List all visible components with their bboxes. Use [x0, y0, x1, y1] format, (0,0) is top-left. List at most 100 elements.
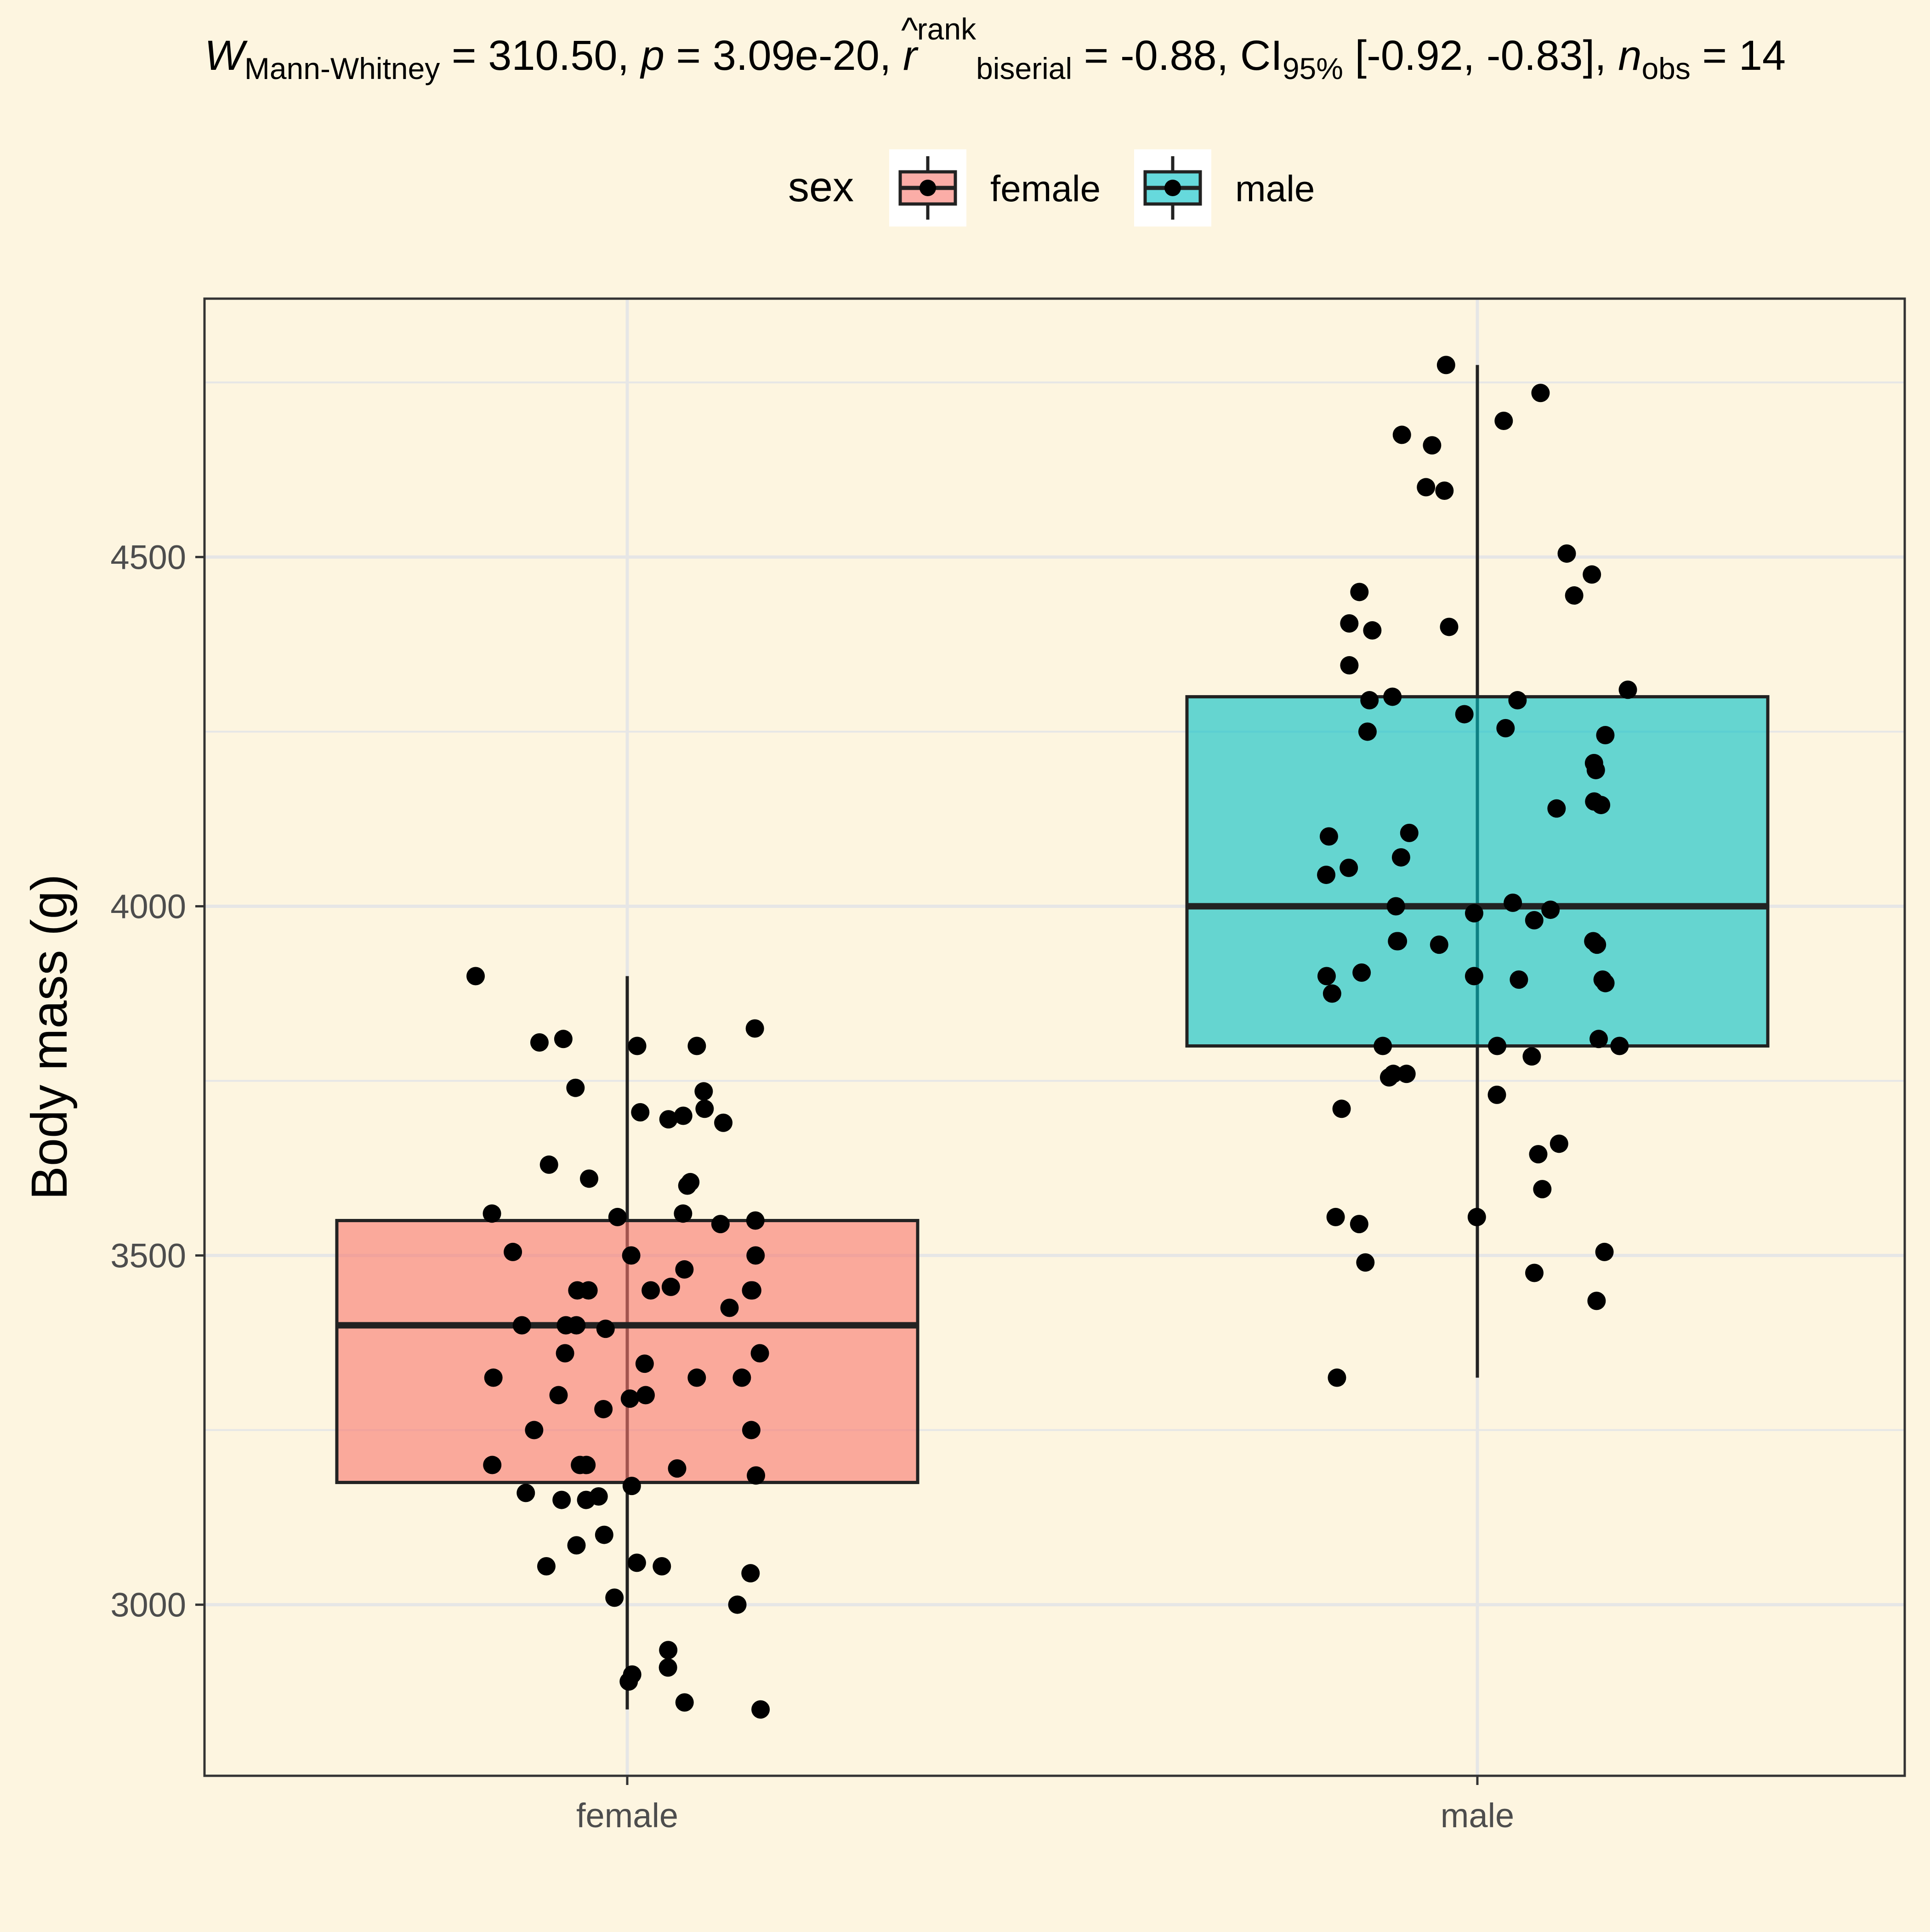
data-point-male: [1435, 482, 1454, 500]
data-point-male: [1352, 963, 1371, 982]
data-point-female: [622, 1246, 641, 1265]
data-point-female: [742, 1281, 761, 1300]
data-point-male: [1317, 866, 1336, 884]
legend-key-male-point: [1164, 180, 1181, 196]
data-point-female: [537, 1557, 556, 1575]
data-point-male: [1340, 656, 1359, 675]
data-point-male: [1440, 618, 1459, 636]
data-point-female: [695, 1099, 714, 1118]
data-point-male: [1525, 911, 1544, 929]
data-point-female: [568, 1281, 587, 1300]
y-tick-label: 3000: [110, 1586, 186, 1624]
data-point-male: [1430, 935, 1448, 954]
data-point-male: [1326, 1207, 1345, 1226]
subtitle-r-value: = -0.88, CI: [1072, 32, 1283, 79]
data-point-female: [628, 1037, 647, 1055]
data-point-male: [1488, 1037, 1507, 1055]
data-point-female: [517, 1484, 535, 1502]
data-point-female: [641, 1281, 660, 1300]
data-point-male: [1595, 1242, 1614, 1261]
data-point-female: [483, 1456, 502, 1474]
data-point-male: [1465, 904, 1483, 923]
data-point-male: [1525, 1263, 1544, 1282]
data-point-male: [1391, 848, 1410, 867]
data-point-female: [554, 1030, 573, 1048]
subtitle-ci-subscript: 95%: [1283, 51, 1343, 85]
data-point-female: [732, 1368, 751, 1387]
data-point-male: [1388, 932, 1407, 951]
data-point-male: [1596, 726, 1615, 745]
data-point-male: [1494, 412, 1513, 431]
data-point-male: [1328, 1368, 1346, 1387]
data-point-female: [605, 1588, 624, 1607]
data-point-female: [512, 1316, 531, 1335]
data-point-male: [1592, 796, 1611, 815]
data-point-female: [530, 1033, 549, 1052]
data-point-female: [482, 1204, 501, 1223]
data-point-female: [711, 1215, 730, 1234]
data-point-female: [694, 1082, 713, 1101]
box-male: [1185, 695, 1770, 1048]
subtitle-n-subscript: obs: [1641, 51, 1690, 85]
y-tick-label: 4500: [110, 538, 186, 576]
data-point-female: [571, 1456, 590, 1474]
chart-subtitle: WMann-Whitney = 310.50, p = 3.09e-20, rr…: [204, 12, 1786, 85]
subtitle-ci-value: [-0.92, -0.83],: [1343, 32, 1618, 79]
data-point-male: [1465, 967, 1483, 986]
data-point-male: [1360, 691, 1379, 710]
data-point-female: [674, 1106, 693, 1125]
data-point-female: [678, 1176, 697, 1195]
data-point-female: [552, 1490, 571, 1509]
data-point-male: [1504, 893, 1522, 912]
subtitle-r-superscript: rank: [917, 12, 976, 46]
data-point-female: [746, 1246, 765, 1265]
data-point-male: [1356, 1253, 1375, 1272]
data-point-female: [659, 1110, 678, 1129]
data-point-female: [635, 1354, 654, 1373]
data-point-female: [720, 1298, 739, 1317]
plot-panel-border: [203, 297, 1906, 1777]
data-point-male: [1397, 1065, 1416, 1083]
data-point-female: [622, 1477, 641, 1496]
data-point-male: [1541, 901, 1560, 919]
legend-label-female: female: [990, 168, 1101, 209]
data-point-male: [1317, 967, 1336, 986]
data-point-female: [750, 1344, 769, 1363]
data-point-male: [1583, 565, 1601, 584]
legend-key-female: [889, 149, 966, 227]
data-point-male: [1508, 691, 1527, 710]
y-axis-title: Body mass (g): [21, 874, 78, 1200]
data-point-male: [1565, 586, 1584, 605]
data-point-female: [746, 1211, 765, 1230]
data-point-male: [1596, 974, 1615, 992]
data-point-female: [484, 1368, 503, 1387]
subtitle-p-value: = 3.09e-20,: [664, 32, 903, 79]
data-point-male: [1587, 1292, 1606, 1310]
subtitle-n-value: = 14: [1691, 32, 1786, 79]
legend-key-female-point: [920, 180, 936, 196]
subtitle-w-value: = 310.50,: [440, 32, 641, 79]
data-point-female: [668, 1459, 687, 1478]
data-point-female: [728, 1595, 747, 1614]
data-point-male: [1610, 1037, 1629, 1055]
box-layer: [335, 365, 1770, 1710]
data-point-male: [1417, 478, 1436, 497]
data-point-female: [619, 1672, 638, 1691]
data-point-male: [1618, 680, 1637, 699]
data-point-female: [631, 1103, 650, 1122]
data-point-male: [1358, 722, 1377, 741]
data-point-female: [661, 1277, 680, 1296]
data-point-female: [742, 1421, 761, 1439]
data-point-female: [620, 1389, 639, 1408]
data-point-female: [741, 1564, 760, 1583]
data-point-female: [539, 1155, 558, 1174]
data-point-male: [1340, 614, 1359, 633]
data-point-male: [1392, 425, 1411, 444]
data-point-female: [595, 1525, 613, 1544]
data-point-female: [675, 1693, 694, 1712]
data-point-female: [567, 1536, 586, 1555]
data-point-male: [1332, 1099, 1351, 1118]
data-point-male: [1383, 687, 1402, 706]
